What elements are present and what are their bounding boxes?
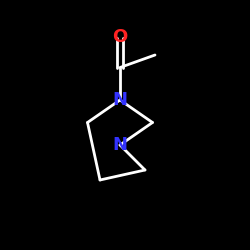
Text: N: N — [112, 91, 128, 109]
Text: O: O — [112, 28, 128, 46]
Text: N: N — [112, 136, 128, 154]
